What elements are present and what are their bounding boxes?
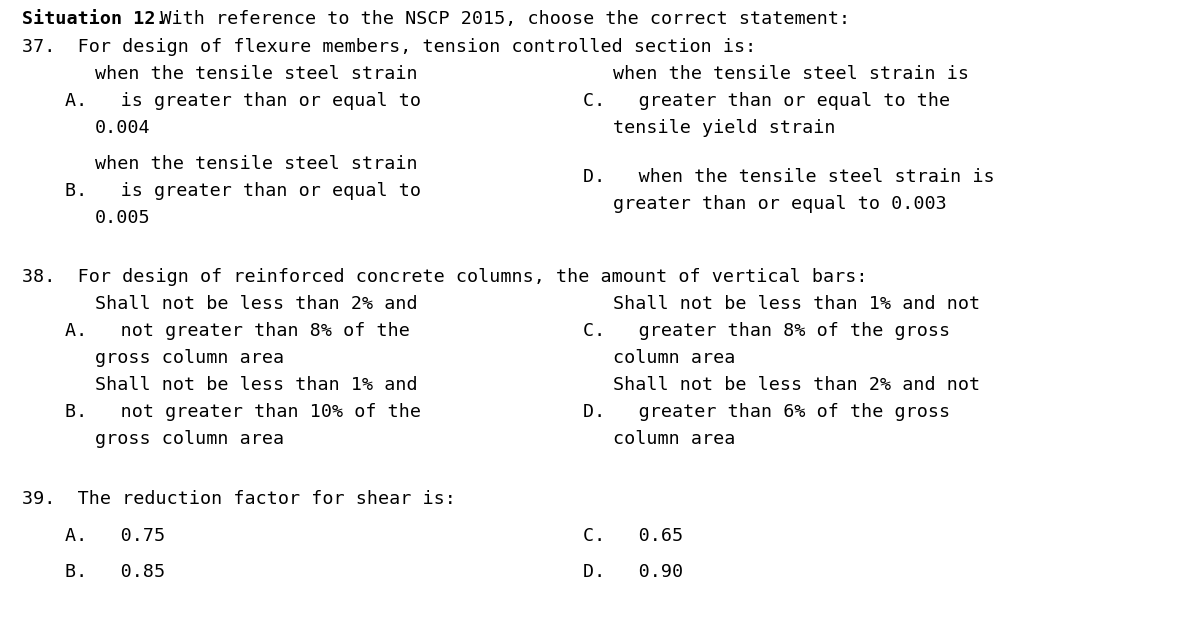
Text: column area: column area [613, 430, 736, 448]
Text: gross column area: gross column area [95, 349, 284, 367]
Text: Shall not be less than 1% and not: Shall not be less than 1% and not [613, 295, 980, 313]
Text: C.   greater than 8% of the gross: C. greater than 8% of the gross [583, 322, 950, 340]
Text: Shall not be less than 2% and: Shall not be less than 2% and [95, 295, 418, 313]
Text: Shall not be less than 2% and not: Shall not be less than 2% and not [613, 376, 980, 394]
Text: D.   greater than 6% of the gross: D. greater than 6% of the gross [583, 403, 950, 421]
Text: tensile yield strain: tensile yield strain [613, 119, 835, 137]
Text: 37.  For design of flexure members, tension controlled section is:: 37. For design of flexure members, tensi… [22, 38, 756, 56]
Text: Shall not be less than 1% and: Shall not be less than 1% and [95, 376, 418, 394]
Text: 0.005: 0.005 [95, 209, 151, 227]
Text: greater than or equal to 0.003: greater than or equal to 0.003 [613, 195, 947, 213]
Text: C.   greater than or equal to the: C. greater than or equal to the [583, 92, 950, 110]
Text: B.   not greater than 10% of the: B. not greater than 10% of the [65, 403, 421, 421]
Text: C.   0.65: C. 0.65 [583, 527, 683, 545]
Text: A.   0.75: A. 0.75 [65, 527, 166, 545]
Text: B.   0.85: B. 0.85 [65, 563, 166, 581]
Text: A.   not greater than 8% of the: A. not greater than 8% of the [65, 322, 410, 340]
Text: when the tensile steel strain is: when the tensile steel strain is [613, 65, 970, 83]
Text: 39.  The reduction factor for shear is:: 39. The reduction factor for shear is: [22, 490, 456, 508]
Text: 38.  For design of reinforced concrete columns, the amount of vertical bars:: 38. For design of reinforced concrete co… [22, 268, 868, 286]
Text: column area: column area [613, 349, 736, 367]
Text: when the tensile steel strain: when the tensile steel strain [95, 65, 418, 83]
Text: Situation 12.: Situation 12. [22, 10, 167, 28]
Text: With reference to the NSCP 2015, choose the correct statement:: With reference to the NSCP 2015, choose … [127, 10, 850, 28]
Text: gross column area: gross column area [95, 430, 284, 448]
Text: D.   when the tensile steel strain is: D. when the tensile steel strain is [583, 168, 995, 186]
Text: B.   is greater than or equal to: B. is greater than or equal to [65, 182, 421, 200]
Text: 0.004: 0.004 [95, 119, 151, 137]
Text: when the tensile steel strain: when the tensile steel strain [95, 155, 418, 173]
Text: D.   0.90: D. 0.90 [583, 563, 683, 581]
Text: A.   is greater than or equal to: A. is greater than or equal to [65, 92, 421, 110]
